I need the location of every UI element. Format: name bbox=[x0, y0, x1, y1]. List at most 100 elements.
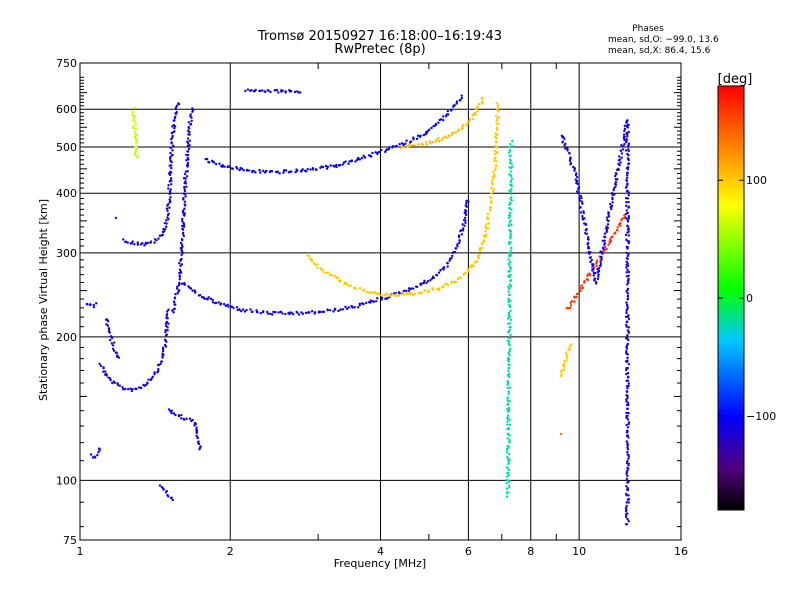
data-point bbox=[153, 373, 156, 376]
data-point bbox=[98, 362, 101, 366]
data-point bbox=[333, 307, 337, 311]
data-point bbox=[626, 353, 629, 356]
data-point bbox=[97, 451, 100, 454]
data-point bbox=[314, 263, 317, 266]
data-point bbox=[625, 301, 628, 304]
data-point bbox=[136, 156, 139, 159]
data-point bbox=[606, 223, 610, 226]
data-point bbox=[620, 156, 623, 159]
data-point bbox=[174, 112, 178, 116]
data-point bbox=[585, 228, 588, 232]
data-point bbox=[574, 173, 578, 177]
data-point bbox=[418, 135, 422, 138]
data-point bbox=[304, 170, 308, 173]
data-point bbox=[464, 204, 467, 207]
data-point bbox=[599, 255, 603, 259]
data-point bbox=[157, 368, 160, 371]
data-point bbox=[181, 209, 185, 212]
data-point bbox=[227, 305, 230, 308]
data-point bbox=[159, 362, 162, 366]
data-point bbox=[134, 387, 137, 390]
data-point bbox=[186, 137, 190, 140]
data-point bbox=[459, 99, 462, 102]
data-point bbox=[333, 274, 337, 278]
data-point bbox=[510, 199, 513, 202]
data-point bbox=[307, 254, 311, 258]
data-point bbox=[493, 173, 496, 176]
data-point bbox=[183, 200, 187, 203]
data-point bbox=[328, 308, 332, 312]
data-point bbox=[186, 140, 189, 143]
data-point bbox=[507, 224, 511, 227]
data-point bbox=[486, 227, 490, 230]
data-point bbox=[510, 192, 513, 196]
data-point bbox=[121, 386, 124, 389]
x-tick-label: 16 bbox=[674, 545, 688, 558]
data-point bbox=[585, 232, 588, 236]
data-point bbox=[95, 302, 98, 305]
data-point bbox=[365, 291, 368, 294]
x-axis-label: Frequency [MHz] bbox=[334, 557, 426, 570]
data-point bbox=[465, 199, 468, 203]
data-point bbox=[509, 234, 513, 237]
y-tick-label: 750 bbox=[56, 57, 77, 70]
y-axis-label: Stationary phase Virtual Height [km] bbox=[37, 199, 50, 401]
data-point bbox=[624, 217, 628, 220]
data-point bbox=[485, 233, 488, 236]
data-point bbox=[625, 209, 628, 212]
data-point bbox=[301, 168, 304, 171]
data-point bbox=[362, 302, 365, 306]
colorbar-tick-label: 100 bbox=[746, 174, 767, 187]
data-point bbox=[93, 455, 96, 458]
data-point bbox=[376, 297, 379, 300]
data-point bbox=[487, 222, 491, 225]
data-point bbox=[115, 351, 118, 355]
data-point bbox=[489, 208, 492, 212]
data-point bbox=[616, 178, 619, 181]
data-point bbox=[169, 151, 172, 155]
data-point bbox=[497, 116, 500, 119]
data-point bbox=[369, 301, 372, 304]
data-point bbox=[614, 185, 617, 189]
data-point bbox=[310, 260, 314, 263]
data-point bbox=[579, 205, 582, 209]
data-point bbox=[473, 261, 477, 264]
data-point bbox=[601, 246, 605, 249]
data-point bbox=[578, 285, 581, 288]
data-point bbox=[193, 424, 196, 427]
data-point bbox=[188, 417, 192, 420]
data-point bbox=[129, 387, 132, 390]
data-point bbox=[509, 273, 512, 277]
data-point bbox=[380, 148, 383, 152]
data-point bbox=[576, 182, 579, 186]
data-point bbox=[568, 345, 572, 348]
data-point bbox=[187, 125, 190, 129]
data-point bbox=[508, 189, 511, 192]
data-point bbox=[470, 263, 473, 267]
data-point bbox=[626, 394, 629, 398]
data-point bbox=[491, 175, 494, 178]
data-point bbox=[619, 161, 622, 164]
data-point bbox=[627, 411, 630, 415]
data-point bbox=[507, 216, 511, 220]
data-point bbox=[92, 305, 96, 309]
data-point bbox=[337, 309, 340, 313]
data-point bbox=[348, 160, 351, 163]
data-point bbox=[421, 143, 425, 146]
data-point bbox=[266, 312, 270, 315]
data-point bbox=[586, 242, 589, 246]
data-point bbox=[605, 225, 608, 228]
data-point bbox=[167, 172, 171, 175]
data-point bbox=[321, 165, 325, 169]
data-point bbox=[611, 201, 614, 204]
data-point bbox=[490, 192, 493, 195]
data-point bbox=[625, 260, 628, 263]
data-point bbox=[389, 295, 392, 298]
data-point bbox=[173, 303, 176, 306]
data-point bbox=[611, 235, 614, 238]
data-point bbox=[167, 184, 170, 187]
data-point bbox=[288, 88, 291, 92]
data-point bbox=[493, 153, 497, 156]
data-point bbox=[603, 242, 607, 245]
